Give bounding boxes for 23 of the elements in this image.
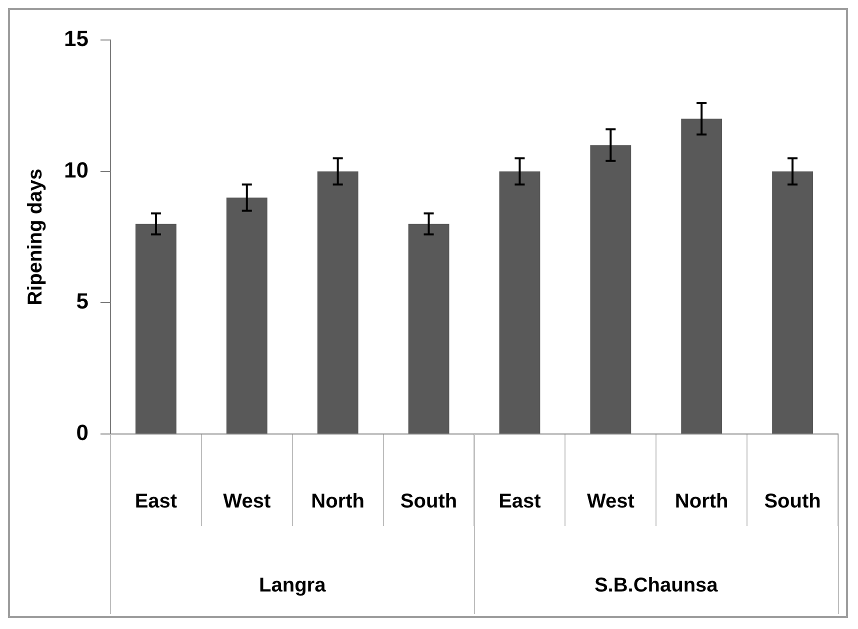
bar [499, 171, 540, 434]
text: Langra [259, 574, 327, 597]
bar [590, 145, 632, 434]
bar [681, 118, 722, 434]
bar [772, 171, 813, 434]
y-tick-label: 0 [76, 420, 88, 446]
x-tick-label: East [134, 490, 178, 513]
text: S.B.Chaunsa [594, 574, 719, 597]
x-tick-label: South [764, 490, 821, 513]
x-tick-label: South [400, 490, 458, 513]
x-tick-label: North [674, 490, 728, 513]
y-tick-label: 15 [64, 26, 88, 52]
x-tick-label: North [311, 490, 364, 513]
y-axis-title: Ripening days [24, 168, 47, 306]
x-tick-label: West [223, 490, 271, 513]
y-tick-label: 10 [64, 157, 88, 182]
bar [317, 171, 358, 434]
bar [226, 198, 268, 434]
y-tick-label: 5 [76, 288, 88, 314]
x-tick-label: West [586, 490, 635, 513]
bar [135, 224, 176, 434]
bar [408, 224, 450, 434]
x-tick-label: East [498, 490, 542, 513]
